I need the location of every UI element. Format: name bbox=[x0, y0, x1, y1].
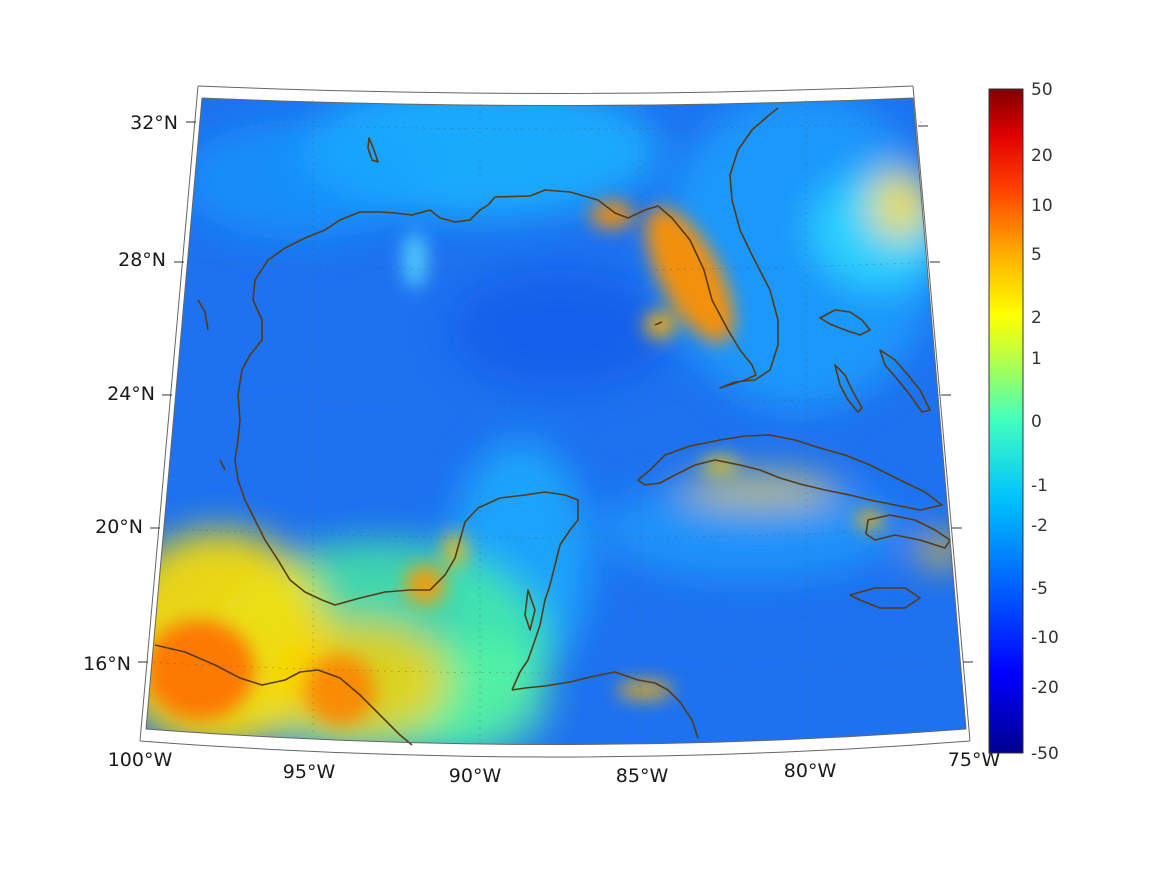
colorbar-tick-minus10: -10 bbox=[1031, 628, 1059, 648]
colorbar: 50 20 10 5 2 1 0 -1 -2 -5 -10 -20 -50 bbox=[988, 80, 1059, 764]
colorbar-tick-minus20: -20 bbox=[1031, 678, 1059, 698]
colorbar-tick-10: 10 bbox=[1031, 196, 1053, 216]
lat-label-24n: 24°N bbox=[107, 383, 155, 405]
lon-label-90w: 90°W bbox=[449, 765, 502, 787]
lon-label-100w: 100°W bbox=[108, 749, 173, 771]
colorbar-tick-50: 50 bbox=[1031, 80, 1053, 100]
colorbar-tick-minus50: -50 bbox=[1031, 744, 1059, 764]
lon-label-75w: 75°W bbox=[948, 749, 1001, 771]
lat-label-16n: 16°N bbox=[83, 653, 131, 675]
lat-label-20n: 20°N bbox=[95, 516, 143, 538]
colorbar-tick-minus5: -5 bbox=[1031, 579, 1048, 599]
longitude-labels: 100°W 95°W 90°W 85°W 80°W 75°W bbox=[108, 749, 1001, 787]
lon-label-80w: 80°W bbox=[784, 760, 837, 782]
lat-label-28n: 28°N bbox=[118, 249, 166, 271]
latitude-labels: 32°N 28°N 24°N 20°N 16°N bbox=[83, 112, 178, 675]
colorbar-tick-1: 1 bbox=[1031, 349, 1042, 369]
lat-label-32n: 32°N bbox=[130, 112, 178, 134]
colorbar-tick-minus1: -1 bbox=[1031, 476, 1048, 496]
colorbar-tick-5: 5 bbox=[1031, 245, 1042, 265]
colorbar-tick-20: 20 bbox=[1031, 146, 1053, 166]
coastlines bbox=[154, 107, 951, 746]
lon-label-85w: 85°W bbox=[616, 765, 669, 787]
map-frame bbox=[138, 85, 973, 758]
colorbar-tick-2: 2 bbox=[1031, 308, 1042, 328]
colorbar-gradient bbox=[988, 88, 1024, 754]
lon-label-95w: 95°W bbox=[283, 761, 336, 783]
colorbar-tick-minus2: -2 bbox=[1031, 516, 1048, 536]
colorbar-tick-0: 0 bbox=[1031, 412, 1042, 432]
data-field bbox=[146, 98, 966, 745]
